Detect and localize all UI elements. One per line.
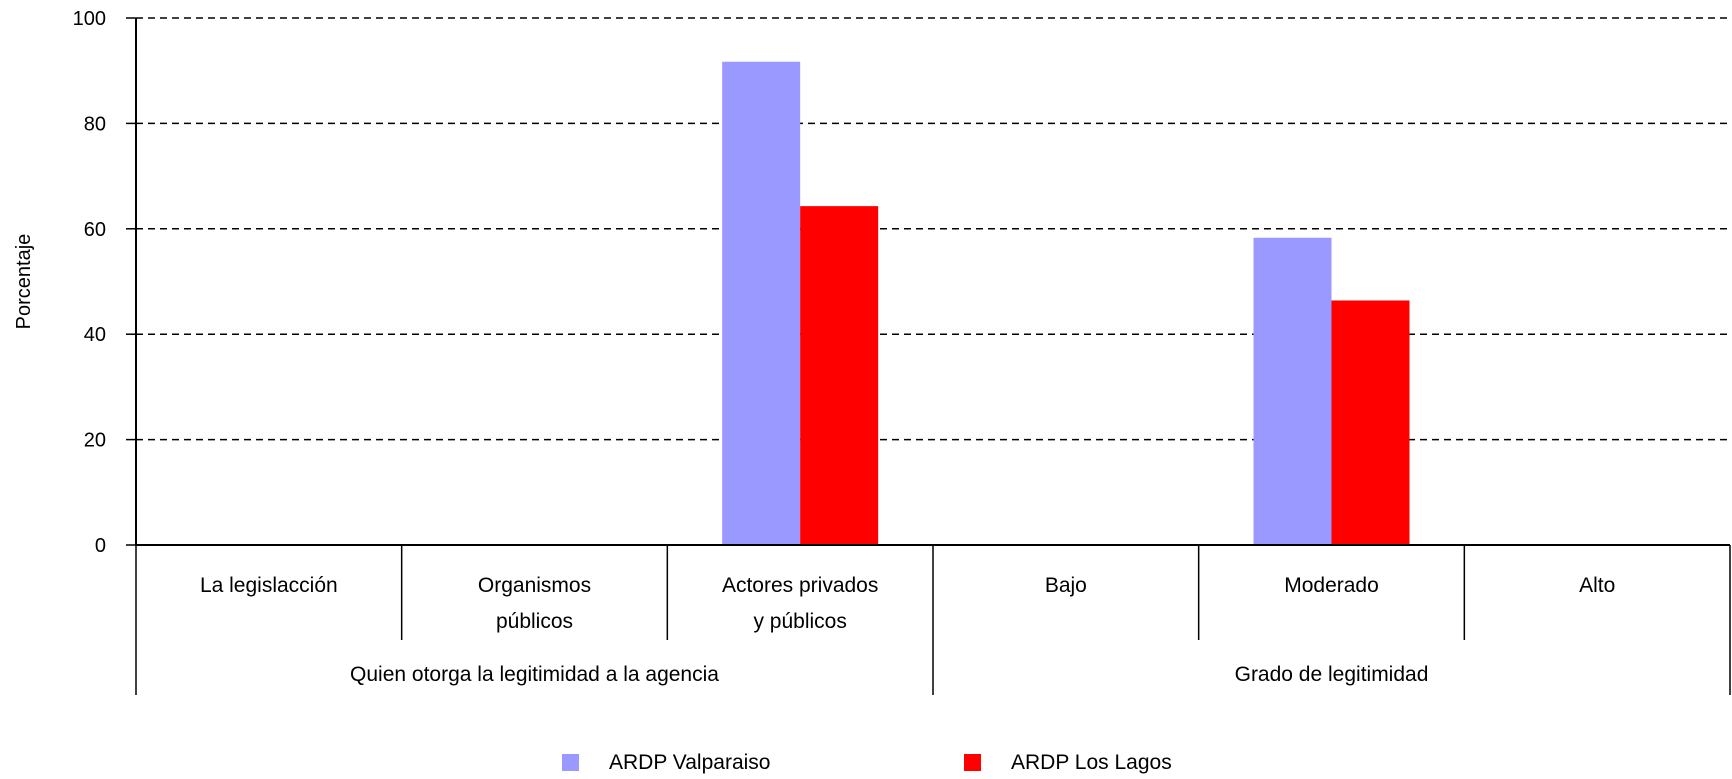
legend-label: ARDP Los Lagos xyxy=(1011,751,1172,774)
label-layer: La legislacción Organismos públicos Actores… xyxy=(13,234,1615,686)
y-tick-label: 80 xyxy=(84,113,106,135)
bar-valparaiso xyxy=(722,61,801,546)
bar-valparaiso xyxy=(1253,237,1332,545)
group-label: Quien otorga la legitimidad a la agencia xyxy=(350,663,719,686)
bar-los-lagos xyxy=(1331,300,1410,545)
grid-layer xyxy=(136,17,1730,441)
legend-swatch xyxy=(562,754,579,771)
category-label: Actores privados xyxy=(722,574,878,597)
bar-los-lagos xyxy=(800,206,879,545)
category-label: Bajo xyxy=(1045,574,1087,597)
y-tick-label: 60 xyxy=(84,219,106,241)
category-label: y públicos xyxy=(753,610,846,633)
y-tick-label: 20 xyxy=(84,430,106,452)
axis-layer: 0 20 40 60 80 100 xyxy=(73,8,1731,695)
legend-swatch xyxy=(964,754,981,771)
category-label: públicos xyxy=(496,610,573,633)
category-label: Moderado xyxy=(1284,574,1379,597)
y-tick-label: 0 xyxy=(95,535,106,557)
legend: ARDP Valparaiso ARDP Los Lagos xyxy=(562,751,1172,774)
category-label: Organismos xyxy=(478,574,591,597)
y-axis-title: Porcentaje xyxy=(13,234,35,330)
y-tick-label: 100 xyxy=(73,8,106,30)
category-label: Alto xyxy=(1579,574,1615,597)
legend-label: ARDP Valparaiso xyxy=(609,751,770,774)
category-label: La legislacción xyxy=(200,574,338,597)
bar-layer xyxy=(722,61,1410,546)
y-tick-label: 40 xyxy=(84,324,106,346)
group-label: Grado de legitimidad xyxy=(1235,663,1429,686)
